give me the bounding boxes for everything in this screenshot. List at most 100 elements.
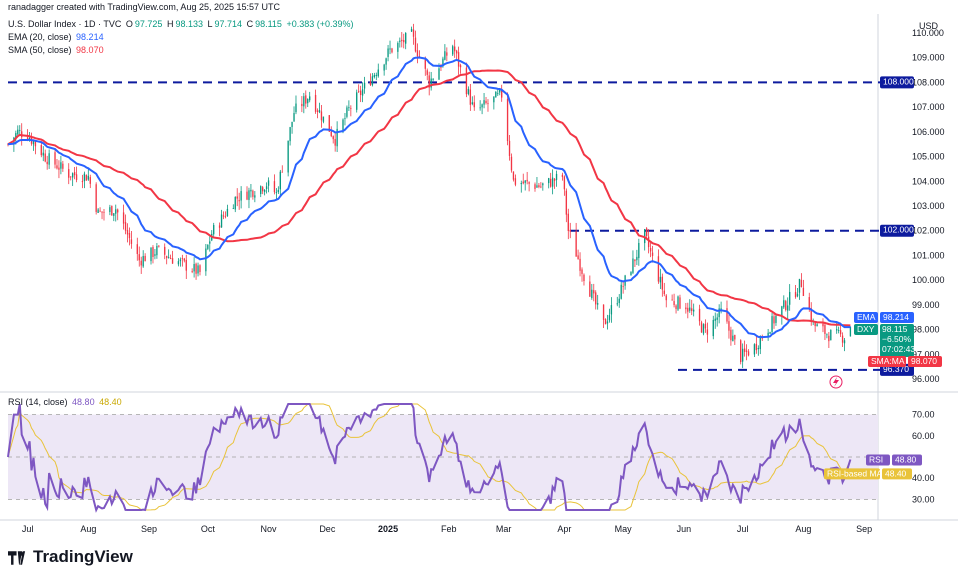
candle-body[interactable] [753, 344, 756, 355]
candle-body[interactable] [260, 186, 262, 195]
candle-body[interactable] [538, 185, 540, 187]
candle-body[interactable] [246, 191, 248, 200]
candle-body[interactable] [704, 323, 707, 329]
candle-body[interactable] [483, 100, 485, 105]
sma-50-line[interactable] [7, 69, 851, 327]
candle-body[interactable] [706, 329, 709, 335]
candle-body[interactable] [728, 321, 730, 331]
candle-body[interactable] [73, 172, 76, 176]
candle-body[interactable] [467, 88, 470, 95]
candle-body[interactable] [816, 324, 818, 327]
candle-body[interactable] [263, 189, 266, 192]
candle-body[interactable] [209, 241, 211, 244]
candle-body[interactable] [207, 244, 209, 249]
candle-body[interactable] [714, 318, 716, 321]
candle-body[interactable] [677, 296, 679, 310]
candle-body[interactable] [403, 40, 405, 43]
candle-body[interactable] [638, 242, 640, 259]
ema-legend[interactable]: EMA (20, close) 98.214 [8, 32, 106, 42]
candle-body[interactable] [575, 231, 577, 257]
rsi-line[interactable] [7, 403, 852, 513]
candle-body[interactable] [526, 179, 528, 182]
candle-body[interactable] [438, 68, 440, 80]
candle-body[interactable] [469, 89, 472, 105]
candle-body[interactable] [332, 136, 334, 140]
candle-body[interactable] [154, 254, 156, 256]
candle-body[interactable] [822, 323, 824, 327]
candle-body[interactable] [399, 40, 401, 42]
candle-body[interactable] [267, 180, 270, 186]
candle-body[interactable] [369, 81, 372, 85]
candle-body[interactable] [563, 176, 566, 190]
candle-body[interactable] [808, 297, 810, 310]
candle-body[interactable] [412, 29, 415, 37]
candle-body[interactable] [318, 110, 321, 113]
candle-body[interactable] [15, 133, 17, 138]
rsi-ma-line[interactable] [7, 403, 851, 511]
candle-body[interactable] [164, 246, 166, 255]
candle-body[interactable] [21, 131, 23, 138]
candle-body[interactable] [843, 340, 846, 344]
candle-body[interactable] [814, 322, 816, 327]
candle-body[interactable] [334, 138, 336, 146]
candle-body[interactable] [485, 100, 487, 103]
candle-body[interactable] [265, 186, 268, 190]
candle-body[interactable] [428, 75, 430, 88]
candle-body[interactable] [275, 192, 278, 193]
candle-body[interactable] [115, 209, 117, 214]
candle-body[interactable] [60, 162, 62, 169]
candle-body[interactable] [493, 96, 495, 103]
candle-body[interactable] [561, 174, 564, 177]
candle-body[interactable] [397, 42, 399, 52]
candle-body[interactable] [356, 92, 358, 110]
candle-body[interactable] [796, 293, 799, 297]
candle-body[interactable] [773, 316, 775, 324]
currency-label[interactable]: USD [918, 21, 938, 31]
candle-body[interactable] [254, 195, 256, 198]
candle-body[interactable] [85, 175, 88, 181]
candle-body[interactable] [136, 244, 138, 254]
candle-body[interactable] [426, 70, 428, 75]
candle-body[interactable] [99, 210, 101, 212]
candle-body[interactable] [685, 307, 687, 310]
candle-body[interactable] [122, 212, 125, 224]
candle-body[interactable] [277, 189, 280, 193]
candle-body[interactable] [222, 215, 225, 217]
candle-body[interactable] [410, 28, 413, 32]
candle-body[interactable] [798, 278, 801, 293]
candle-body[interactable] [597, 303, 599, 305]
candle-body[interactable] [240, 191, 242, 201]
candle-body[interactable] [32, 141, 35, 145]
candle-body[interactable] [405, 32, 407, 44]
candle-body[interactable] [314, 94, 317, 112]
candle-body[interactable] [142, 256, 144, 267]
candle-body[interactable] [401, 39, 403, 42]
candle-body[interactable] [622, 286, 624, 288]
candle-body[interactable] [181, 258, 184, 259]
candle-body[interactable] [213, 225, 215, 235]
candle-body[interactable] [453, 46, 456, 52]
candle-body[interactable] [506, 98, 509, 142]
candle-body[interactable] [732, 335, 734, 342]
candle-body[interactable] [841, 335, 844, 343]
candle-body[interactable] [138, 254, 140, 261]
candle-body[interactable] [232, 208, 234, 210]
candle-body[interactable] [250, 189, 252, 192]
candle-body[interactable] [220, 214, 223, 228]
candle-body[interactable] [167, 257, 170, 258]
candle-body[interactable] [459, 65, 462, 68]
candle-body[interactable] [730, 329, 732, 341]
candle-body[interactable] [109, 207, 111, 213]
candle-body[interactable] [589, 281, 591, 297]
candle-body[interactable] [783, 300, 785, 308]
candle-body[interactable] [54, 152, 56, 165]
candle-body[interactable] [56, 165, 58, 169]
candle-body[interactable] [140, 260, 142, 266]
rsi-legend[interactable]: RSI (14, close) 48.80 48.40 [8, 397, 124, 407]
candle-body[interactable] [348, 107, 350, 109]
candle-body[interactable] [218, 225, 221, 228]
price-pane[interactable] [0, 18, 878, 391]
candle-body[interactable] [555, 173, 558, 180]
candle-body[interactable] [499, 89, 501, 93]
candle-body[interactable] [836, 329, 838, 331]
